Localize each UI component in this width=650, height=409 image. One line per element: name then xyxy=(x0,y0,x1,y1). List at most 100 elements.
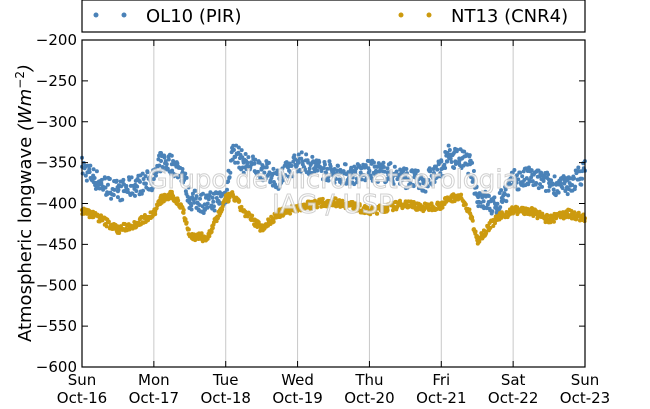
data-point xyxy=(353,201,358,206)
data-point xyxy=(309,170,314,175)
data-point xyxy=(210,225,215,230)
data-point xyxy=(452,165,457,170)
data-point xyxy=(158,169,163,174)
y-axis-title-paren-close: ) xyxy=(15,64,36,73)
data-point xyxy=(404,171,409,176)
data-point xyxy=(132,193,137,198)
data-point xyxy=(150,186,155,191)
data-point xyxy=(534,180,539,185)
data-point xyxy=(290,174,295,179)
data-point xyxy=(186,185,191,190)
data-point xyxy=(192,200,197,205)
data-point xyxy=(426,178,431,183)
data-point xyxy=(304,152,309,157)
y-axis-title-paren-open: ( xyxy=(15,123,36,131)
data-point xyxy=(104,224,109,229)
data-point xyxy=(275,168,280,173)
data-point xyxy=(226,198,231,203)
data-point xyxy=(151,176,156,181)
data-point xyxy=(449,159,454,164)
data-point xyxy=(415,168,420,173)
data-point xyxy=(303,167,308,172)
data-point xyxy=(278,172,283,177)
watermark-line-1: Grupo de Micrometeorologia xyxy=(148,165,519,195)
data-point xyxy=(397,181,402,186)
data-point xyxy=(271,166,276,171)
x-tick-label-date: Oct-17 xyxy=(129,389,179,407)
data-point xyxy=(526,182,531,187)
data-point xyxy=(340,177,345,182)
data-point xyxy=(388,161,393,166)
data-point xyxy=(481,199,486,204)
data-point xyxy=(353,171,358,176)
data-point xyxy=(495,201,500,206)
data-point xyxy=(107,176,112,181)
data-point xyxy=(347,175,352,180)
data-point xyxy=(295,209,300,214)
data-point xyxy=(103,185,108,190)
data-point xyxy=(476,204,481,209)
data-point xyxy=(83,173,88,178)
legend-marker xyxy=(426,12,432,18)
data-point xyxy=(210,195,215,200)
data-point xyxy=(431,171,436,176)
data-point xyxy=(470,218,475,223)
data-point xyxy=(225,187,230,192)
data-point xyxy=(193,188,198,193)
data-point xyxy=(253,157,258,162)
data-point xyxy=(271,219,276,224)
y-axis-title-unit: Wm xyxy=(15,89,36,124)
data-point xyxy=(194,194,199,199)
data-point xyxy=(120,197,125,202)
data-point xyxy=(257,160,262,165)
data-point xyxy=(139,191,144,196)
data-point xyxy=(471,177,476,182)
data-point xyxy=(175,161,180,166)
data-point xyxy=(349,165,354,170)
data-point xyxy=(326,178,331,183)
data-point xyxy=(518,170,523,175)
data-point xyxy=(307,166,312,171)
data-point xyxy=(320,177,325,182)
data-point xyxy=(473,229,478,234)
data-point xyxy=(324,170,329,175)
data-point xyxy=(207,193,212,198)
watermark: Grupo de Micrometeorologia IAG / USP xyxy=(147,165,519,221)
data-point xyxy=(300,159,305,164)
data-point xyxy=(385,208,390,213)
data-point xyxy=(231,143,236,148)
y-tick-label: −550 xyxy=(36,317,77,335)
data-point xyxy=(357,174,362,179)
data-point xyxy=(246,155,251,160)
data-point xyxy=(214,196,219,201)
data-point xyxy=(190,191,195,196)
y-tick-label: −350 xyxy=(36,154,77,172)
data-point xyxy=(114,178,119,183)
watermark-line-2: IAG / USP xyxy=(272,190,394,220)
data-point xyxy=(551,219,556,224)
x-tick-label-date: Oct-23 xyxy=(560,389,610,407)
data-point xyxy=(434,207,439,212)
data-point xyxy=(370,178,375,183)
data-point xyxy=(119,184,124,189)
data-point xyxy=(513,184,518,189)
data-point xyxy=(499,188,504,193)
data-point xyxy=(504,199,509,204)
data-point xyxy=(129,175,134,180)
y-tick-label: −300 xyxy=(36,113,77,131)
data-point xyxy=(250,213,255,218)
data-point xyxy=(335,163,340,168)
data-point xyxy=(366,170,371,175)
data-point xyxy=(92,176,97,181)
data-point xyxy=(288,211,293,216)
data-point xyxy=(483,189,488,194)
data-point xyxy=(484,231,489,236)
data-point xyxy=(467,153,472,158)
data-point xyxy=(299,150,304,155)
legend-marker xyxy=(121,12,127,18)
data-point xyxy=(317,160,322,165)
data-point xyxy=(164,162,169,167)
data-point xyxy=(134,188,139,193)
data-point xyxy=(529,168,534,173)
data-point xyxy=(255,169,260,174)
